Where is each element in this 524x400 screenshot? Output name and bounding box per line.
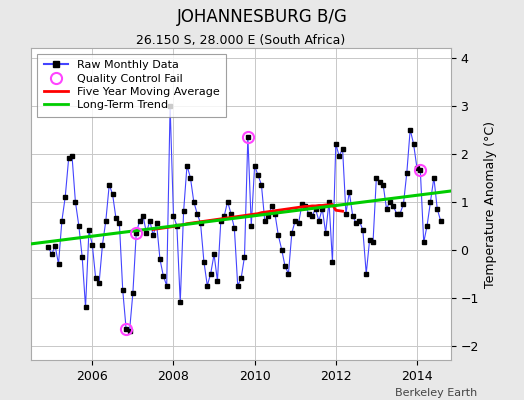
Text: Berkeley Earth: Berkeley Earth	[395, 388, 477, 398]
Title: 26.150 S, 28.000 E (South Africa): 26.150 S, 28.000 E (South Africa)	[136, 34, 346, 47]
Legend: Raw Monthly Data, Quality Control Fail, Five Year Moving Average, Long-Term Tren: Raw Monthly Data, Quality Control Fail, …	[37, 54, 226, 117]
Y-axis label: Temperature Anomaly (°C): Temperature Anomaly (°C)	[484, 120, 497, 288]
Text: JOHANNESBURG B/G: JOHANNESBURG B/G	[177, 8, 347, 26]
